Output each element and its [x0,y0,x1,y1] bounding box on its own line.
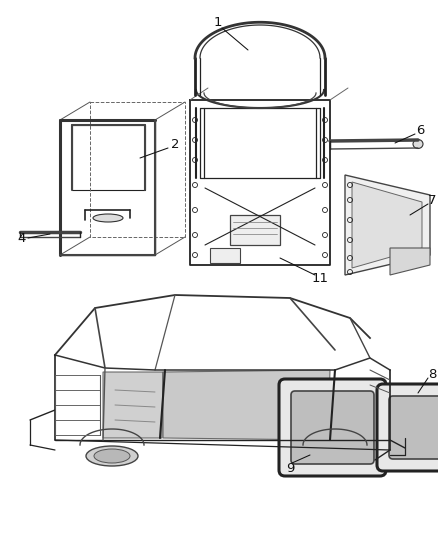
Ellipse shape [93,214,123,222]
Ellipse shape [94,449,130,463]
Text: 7: 7 [428,193,436,206]
Text: 2: 2 [171,139,179,151]
Text: 4: 4 [18,231,26,245]
Text: 9: 9 [286,462,294,474]
Text: 6: 6 [416,124,424,136]
Ellipse shape [413,140,423,149]
FancyBboxPatch shape [377,384,438,471]
FancyBboxPatch shape [291,391,374,464]
FancyBboxPatch shape [389,396,438,459]
Polygon shape [103,372,163,438]
Ellipse shape [86,446,138,466]
Text: 8: 8 [428,368,436,382]
Bar [230,215,280,245]
Text: 1: 1 [214,15,222,28]
Polygon shape [390,248,430,275]
FancyBboxPatch shape [279,379,386,476]
Ellipse shape [317,449,353,463]
Polygon shape [352,182,422,268]
Polygon shape [345,175,430,275]
Text: 11: 11 [311,271,328,285]
Bar [210,248,240,263]
Polygon shape [163,370,330,440]
Ellipse shape [309,446,361,466]
